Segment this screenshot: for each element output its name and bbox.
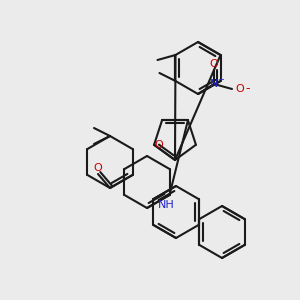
Text: O: O xyxy=(155,140,164,150)
Text: N: N xyxy=(210,79,218,89)
Text: O: O xyxy=(94,163,102,173)
Text: +: + xyxy=(218,74,224,83)
Text: O: O xyxy=(210,59,218,69)
Text: NH: NH xyxy=(158,200,175,210)
Text: -: - xyxy=(246,82,250,95)
Text: O: O xyxy=(236,84,244,94)
